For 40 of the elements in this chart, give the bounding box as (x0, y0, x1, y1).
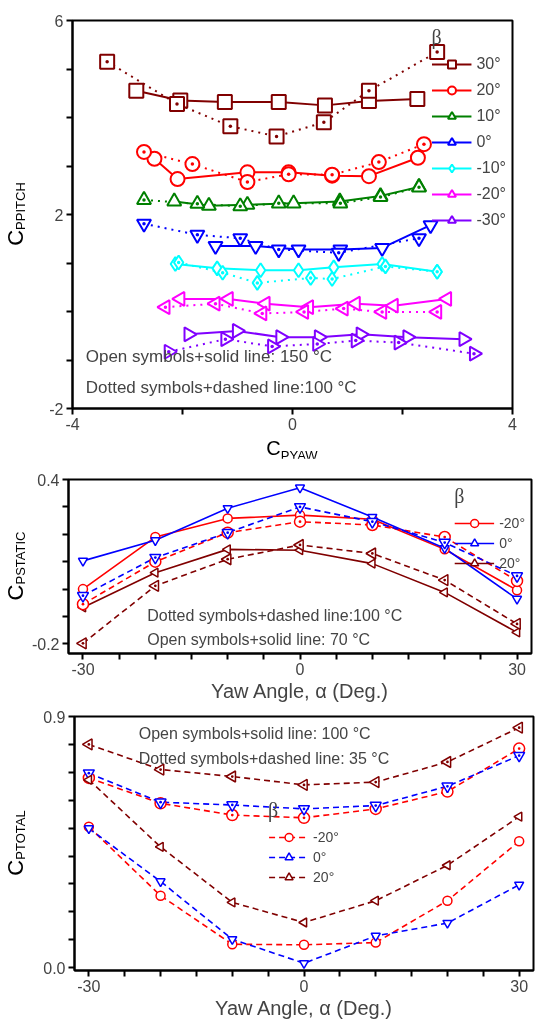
legend-label: -10° (476, 159, 506, 177)
y-tick-label: 2 (54, 206, 64, 224)
annotation: Open symbols+solid line: 70 °C (147, 631, 371, 649)
x-axis-title: Yaw Angle, α (Deg.) (211, 679, 388, 702)
annotation: Dotted symbols+dashed line:100 °C (147, 606, 403, 624)
y-tick-label: -2 (49, 400, 64, 418)
x-tick-label: -30 (77, 977, 101, 995)
legend-label: 0° (476, 133, 493, 151)
legend-title: β (454, 485, 466, 508)
annotation: Open symbols+solid line: 100 °C (138, 724, 371, 742)
y-tick-label: 0.9 (43, 708, 66, 726)
x-tick-label: -4 (65, 415, 80, 433)
legend-label: -20° (476, 185, 506, 203)
x-axis-title: Yaw Angle, α (Deg.) (215, 996, 392, 1019)
y-tick-label: 0.4 (37, 471, 60, 489)
legend-title: β (431, 26, 443, 49)
legend-label: 20° (499, 555, 521, 571)
legend-label: -20° (313, 829, 339, 845)
legend-label: -30° (476, 211, 506, 229)
x-tick-label: 30 (510, 977, 529, 995)
annotation: Dotted symbols+dashed line: 35 °C (138, 750, 390, 768)
legend-label: 30° (476, 55, 501, 73)
x-tick-label: 30 (508, 660, 527, 678)
legend-title: β (268, 799, 280, 822)
y-tick-label: -0.2 (31, 635, 60, 653)
x-tick-label: 0 (288, 415, 298, 433)
legend-label: -20° (499, 515, 525, 531)
legend-label: 0° (313, 849, 328, 865)
y-tick-label: 6 (54, 12, 64, 30)
annotation: Open symbols+solid line: 150 °C (85, 346, 333, 366)
legend-label: 20° (313, 869, 335, 885)
x-tick-label: 0 (295, 660, 305, 678)
x-tick-label: 0 (299, 977, 309, 995)
legend-label: 10° (476, 107, 501, 125)
x-tick-label: -30 (71, 660, 95, 678)
legend-label: 0° (499, 535, 514, 551)
x-tick-label: 4 (508, 415, 518, 433)
legend-label: 20° (476, 81, 501, 99)
annotation: Dotted symbols+dashed line:100 °C (85, 377, 357, 397)
y-tick-label: 0.0 (43, 959, 66, 977)
